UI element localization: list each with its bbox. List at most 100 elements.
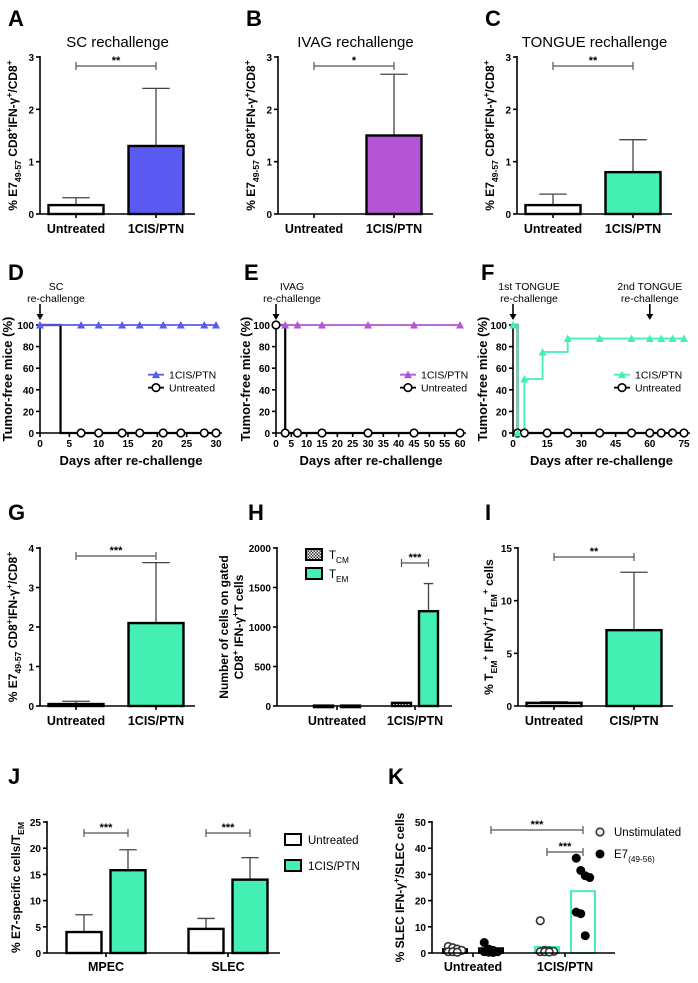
y-tick-label: 1500 bbox=[249, 584, 272, 595]
label-segment: + bbox=[480, 656, 490, 661]
bar bbox=[365, 134, 423, 216]
x-tick-label: 0 bbox=[273, 439, 279, 450]
error-bar bbox=[620, 571, 648, 631]
open-circle-marker bbox=[563, 428, 573, 438]
open-circle-marker bbox=[280, 428, 290, 438]
label-segment: Unstimulated bbox=[614, 827, 681, 839]
y-tick-label: 3 bbox=[505, 53, 511, 64]
open-circle-marker bbox=[158, 428, 168, 438]
label-segment: CD8 bbox=[6, 132, 20, 160]
label-segment: 49-57 bbox=[13, 160, 23, 182]
significance-bracket bbox=[400, 559, 430, 567]
y-tick-label: 40 bbox=[259, 386, 271, 397]
y-tick-label: 1 bbox=[28, 663, 34, 674]
open-circle-marker bbox=[679, 428, 689, 438]
x-tick-label: 45 bbox=[408, 439, 420, 450]
label-segment: 49-57 bbox=[13, 651, 23, 673]
label-segment: + bbox=[230, 612, 240, 617]
error-bar bbox=[119, 849, 137, 871]
y-tick-label: 5 bbox=[35, 923, 41, 934]
bar bbox=[109, 869, 147, 955]
label-segment: IFN-γ bbox=[6, 589, 20, 619]
x-tick-label: 0 bbox=[37, 439, 43, 450]
significance-bracket bbox=[75, 62, 157, 70]
open-circle-marker bbox=[317, 428, 327, 438]
label-segment: EM bbox=[336, 575, 349, 584]
triangle-marker bbox=[212, 321, 220, 329]
filled-circle-marker bbox=[576, 909, 586, 919]
y-tick-label: 15 bbox=[30, 870, 42, 881]
y-tick-label: 100 bbox=[17, 321, 34, 332]
x-tick-label: 60 bbox=[454, 439, 466, 450]
label-segment: /CD8 bbox=[244, 65, 258, 93]
y-tick-label: 0 bbox=[505, 210, 511, 221]
y-axis-label: % E749-57 CD8+IFN-γ+/CD8+ bbox=[242, 60, 261, 211]
triangle-marker bbox=[680, 334, 688, 342]
y-tick-label: 4 bbox=[28, 544, 34, 555]
y-axis-label: % E7-specific cells/TEM bbox=[9, 822, 26, 953]
label-segment: Tumor-free mice (%) bbox=[475, 317, 490, 442]
legend-label: 1CIS/PTN bbox=[421, 370, 468, 382]
triangle-marker bbox=[538, 348, 547, 356]
open-circle-marker bbox=[211, 428, 221, 438]
y-tick-label: 2000 bbox=[249, 544, 272, 555]
label-segment: % E7 bbox=[244, 182, 258, 211]
label-segment: % SLEC IFN-γ bbox=[393, 883, 407, 963]
error-bar bbox=[241, 856, 259, 880]
label-segment: T bbox=[329, 569, 336, 581]
triangle-marker bbox=[281, 321, 290, 329]
category-label: SLEC bbox=[211, 960, 244, 974]
legend-label: TEM bbox=[329, 569, 349, 584]
filled-circle-marker bbox=[585, 873, 595, 883]
y-tick-label: 100 bbox=[253, 321, 270, 332]
label-segment: + bbox=[4, 93, 14, 98]
label-segment: EM bbox=[489, 661, 499, 674]
label-segment: + bbox=[480, 621, 490, 626]
open-circle-marker bbox=[176, 428, 186, 438]
label-segment: IFNγ bbox=[482, 626, 496, 656]
y-tick-label: 15 bbox=[501, 544, 513, 555]
arrowhead-icon bbox=[36, 314, 44, 320]
significance-label: *** bbox=[409, 552, 423, 564]
bar bbox=[231, 878, 269, 955]
bar bbox=[127, 621, 185, 708]
y-tick-label: 0 bbox=[265, 702, 271, 713]
significance-label: ** bbox=[112, 55, 121, 67]
annotation-text: re-challenge bbox=[27, 293, 85, 305]
annotation-text: 2nd TONGUE bbox=[617, 281, 682, 293]
open-circle-marker bbox=[667, 428, 678, 438]
bar bbox=[417, 610, 440, 708]
label-segment: IFN-γ bbox=[483, 97, 497, 127]
y-tick-label: 0 bbox=[35, 949, 41, 960]
open-circle-marker bbox=[403, 383, 413, 393]
category-label: Untreated bbox=[525, 714, 583, 728]
y-axis-label: Tumor-free mice (%) bbox=[238, 317, 253, 442]
open-circle-marker bbox=[409, 428, 419, 438]
label-segment: /CD8 bbox=[483, 65, 497, 93]
significance-bracket bbox=[490, 826, 584, 834]
legend-swatch bbox=[305, 548, 323, 561]
label-segment: 1CIS/PTN bbox=[421, 370, 468, 382]
y-tick-label: 2 bbox=[505, 105, 511, 116]
arrowhead-icon bbox=[509, 314, 517, 320]
y-tick-label: 1 bbox=[505, 158, 511, 169]
open-circle-marker bbox=[519, 428, 530, 438]
panel-letter: H bbox=[248, 500, 264, 525]
legend-swatch bbox=[305, 567, 323, 580]
y-tick-label: 20 bbox=[496, 407, 508, 418]
panel-K: K 0 10 20 30 40 50 % SLEC IFN-γ+/SLEC cells Untr… bbox=[388, 764, 681, 974]
significance-label: *** bbox=[559, 841, 573, 853]
triangle-marker bbox=[657, 334, 666, 342]
y-tick-label: 60 bbox=[496, 364, 508, 375]
x-tick-label: 45 bbox=[610, 439, 622, 450]
y-tick-label: 10 bbox=[415, 923, 427, 934]
triangle-marker bbox=[595, 334, 604, 342]
panel-J: J 0 5 10 15 20 25 % E7-specific cells/TEM MPEC SL… bbox=[8, 764, 360, 974]
legend-swatch bbox=[284, 859, 302, 872]
panel-letter: F bbox=[481, 260, 494, 285]
label-segment: % T bbox=[482, 673, 496, 695]
label-segment: + bbox=[4, 619, 14, 624]
open-circle-marker bbox=[292, 428, 303, 438]
